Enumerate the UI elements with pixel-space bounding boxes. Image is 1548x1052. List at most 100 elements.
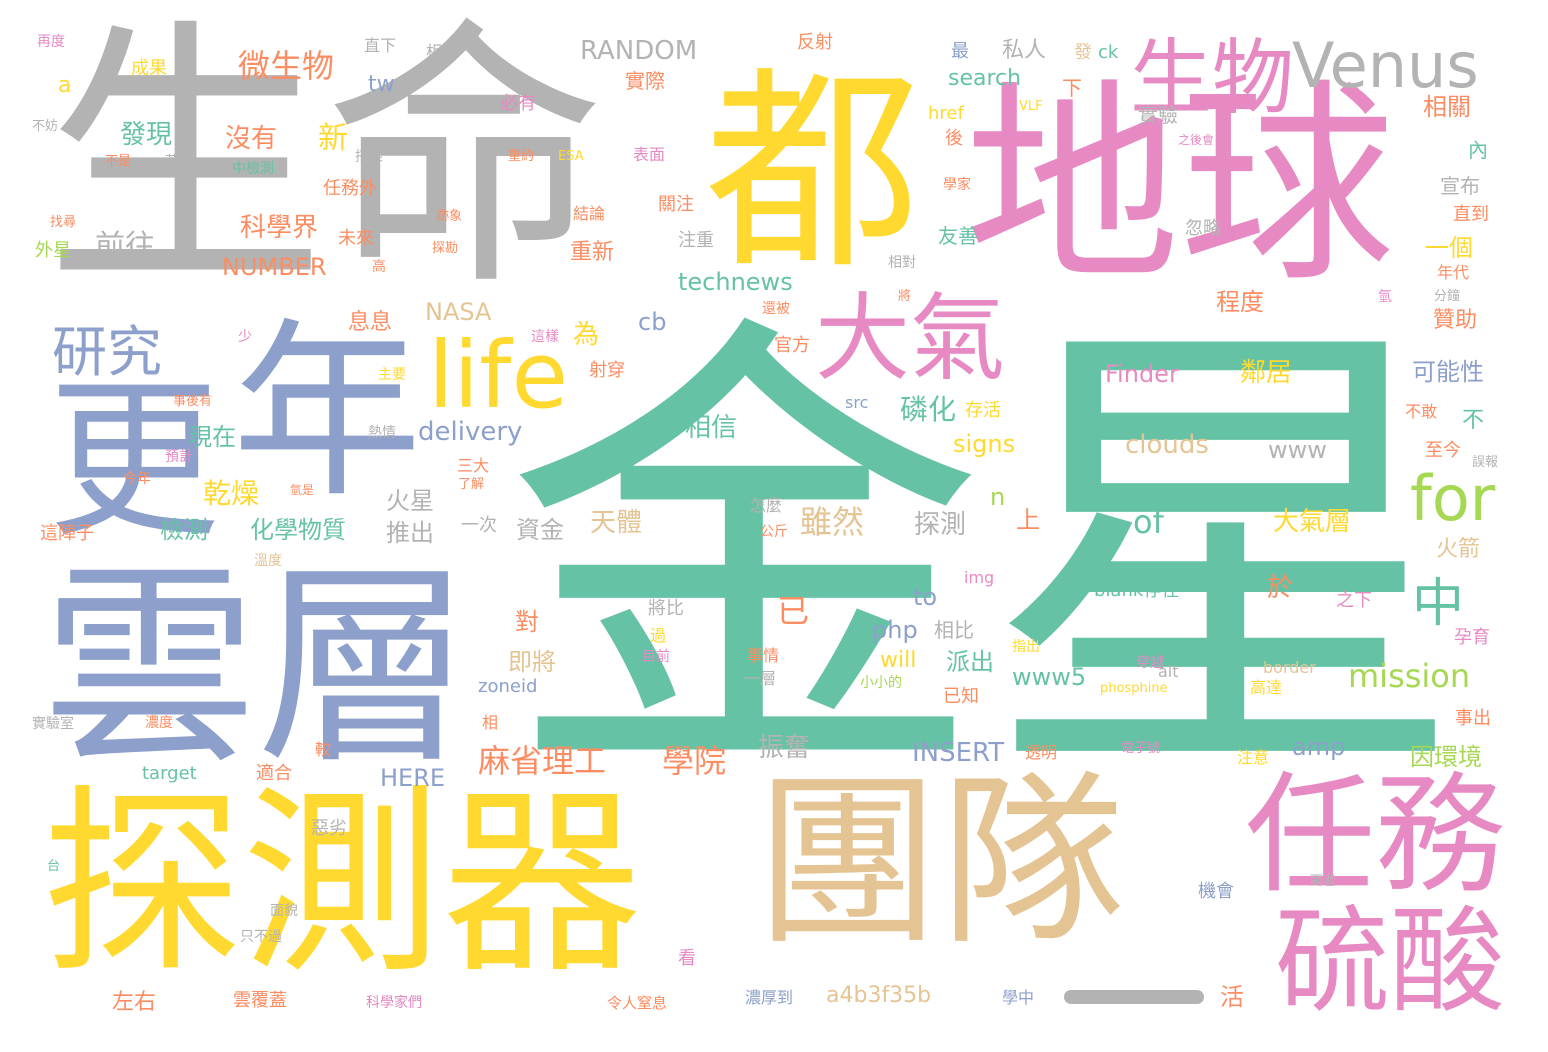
cloud-word: 微生物: [238, 47, 335, 85]
cloud-word: 不敢: [1405, 402, 1438, 421]
cloud-word: 上: [1016, 506, 1040, 534]
cloud-word: 相: [482, 713, 499, 732]
cloud-word: 這樣: [531, 329, 559, 345]
cloud-word: 內: [1468, 138, 1488, 162]
cloud-word: 年: [232, 302, 423, 523]
cloud-word: NUMBER: [222, 253, 327, 281]
cloud-word: border: [1263, 658, 1316, 677]
cloud-word: 搭乘: [355, 149, 383, 165]
cloud-word: 大氣: [815, 284, 1006, 394]
cloud-word: clouds: [1125, 430, 1209, 460]
cloud-word: 較: [315, 740, 332, 759]
cloud-word: 相信: [685, 413, 738, 443]
cloud-word: 不妨: [32, 119, 59, 134]
cloud-word: search: [948, 66, 1022, 91]
cloud-word: 火星: [386, 487, 434, 515]
cloud-word: 雖然: [800, 503, 865, 541]
cloud-word: 一層: [744, 669, 777, 688]
cloud-word: 公斤: [760, 524, 788, 540]
cloud-word: RANDOM: [580, 36, 698, 66]
cloud-word: www5: [1012, 663, 1087, 691]
cloud-word: will: [880, 648, 917, 673]
cloud-word: 目前: [642, 649, 670, 665]
cloud-word: signs: [953, 430, 1016, 458]
cloud-word: 射穿: [589, 360, 625, 381]
cloud-word: blank存在: [1094, 580, 1180, 601]
cloud-word: 沒有: [225, 124, 278, 154]
cloud-word: 團隊: [755, 754, 1125, 970]
cloud-word: 派出: [946, 648, 994, 676]
cloud-word: Finder: [1105, 360, 1179, 388]
cloud-word: 指出: [1012, 639, 1040, 655]
cloud-word: 學中: [1002, 988, 1035, 1007]
cloud-word: 注意: [1237, 748, 1270, 767]
cloud-word: tw: [368, 72, 395, 97]
cloud-word: 少: [238, 329, 252, 345]
cloud-word: 溫度: [254, 553, 282, 569]
cloud-word: 已知: [943, 686, 979, 707]
cloud-word: 濃厚到: [745, 988, 794, 1007]
cloud-word: 關注: [658, 194, 694, 215]
cloud-word: 事情: [747, 646, 780, 665]
cloud-word: 大氣層: [1273, 507, 1352, 537]
cloud-word: life: [428, 322, 569, 429]
cloud-word: target: [142, 763, 197, 784]
cloud-word: zoneid: [478, 676, 538, 697]
cloud-word: 了解: [458, 477, 485, 492]
cloud-word: 再度: [37, 34, 65, 50]
cloud-word: 學家: [943, 177, 971, 193]
cloud-word: 表面: [633, 145, 666, 164]
cloud-word: 科學界: [240, 213, 319, 243]
cloud-word: 乾燥: [203, 477, 260, 510]
cloud-word: 推出: [386, 519, 434, 547]
cloud-word: 高達: [1250, 678, 1283, 697]
cloud-word: 氫: [1378, 289, 1392, 305]
cloud-word: 生命: [45, 0, 605, 323]
cloud-word: 存活: [965, 400, 1001, 421]
cloud-word: 必有: [500, 93, 536, 114]
cloud-word: 一次: [461, 515, 497, 536]
cloud-word: 誤報: [1472, 455, 1499, 470]
cloud-word: 後: [945, 128, 963, 149]
cloud-word: 硫酸: [1275, 895, 1506, 1029]
cloud-word: 下: [1062, 76, 1082, 100]
cloud-word: 反射: [797, 32, 833, 53]
cloud-word: 直到: [1453, 204, 1489, 225]
cloud-word: 看: [678, 948, 696, 969]
cloud-word: 著: [165, 154, 179, 170]
cloud-word: a: [58, 73, 72, 98]
cloud-word: delivery: [418, 417, 523, 447]
cloud-word: 地球: [965, 60, 1395, 311]
cloud-word: 事後有: [173, 394, 213, 409]
cloud-word: 左右: [112, 990, 157, 1015]
cloud-word: img: [964, 568, 995, 587]
cloud-word: HERE: [380, 764, 446, 792]
cloud-word: 至今: [1425, 440, 1461, 461]
cloud-word: for: [1410, 462, 1496, 535]
cloud-word: 怎麼: [750, 496, 783, 515]
cloud-word: 實驗: [1138, 103, 1178, 127]
cloud-word: 可能性: [1412, 358, 1484, 386]
cloud-word: 發: [1074, 42, 1092, 63]
cloud-word: www: [1268, 436, 1327, 464]
cloud-word: 麻省理工: [478, 742, 607, 780]
cloud-word: 透明: [1025, 743, 1058, 762]
cloud-word: 為: [573, 320, 600, 350]
cloud-word: 濃度: [145, 715, 173, 731]
cloud-word: 官方: [774, 335, 810, 356]
cloud-word: 火箭: [1436, 537, 1481, 562]
cloud-word: 不: [1462, 408, 1485, 433]
cloud-word: 面貌: [270, 903, 298, 919]
cloud-word: 相對: [888, 255, 916, 271]
cloud-word: 友善: [938, 224, 978, 248]
cloud-word: 直下: [364, 36, 397, 55]
cloud-word: 探測: [914, 510, 967, 540]
cloud-word: ESA: [558, 149, 584, 164]
cloud-word: 息息: [348, 310, 393, 335]
cloud-word: 惡劣: [311, 818, 347, 839]
cloud-word: 金星: [505, 280, 1465, 839]
cloud-word: 年代: [1437, 263, 1470, 282]
cloud-word: 已: [777, 592, 810, 630]
cloud-word: 中檢測: [232, 161, 274, 177]
cloud-word: 資金: [516, 516, 564, 544]
